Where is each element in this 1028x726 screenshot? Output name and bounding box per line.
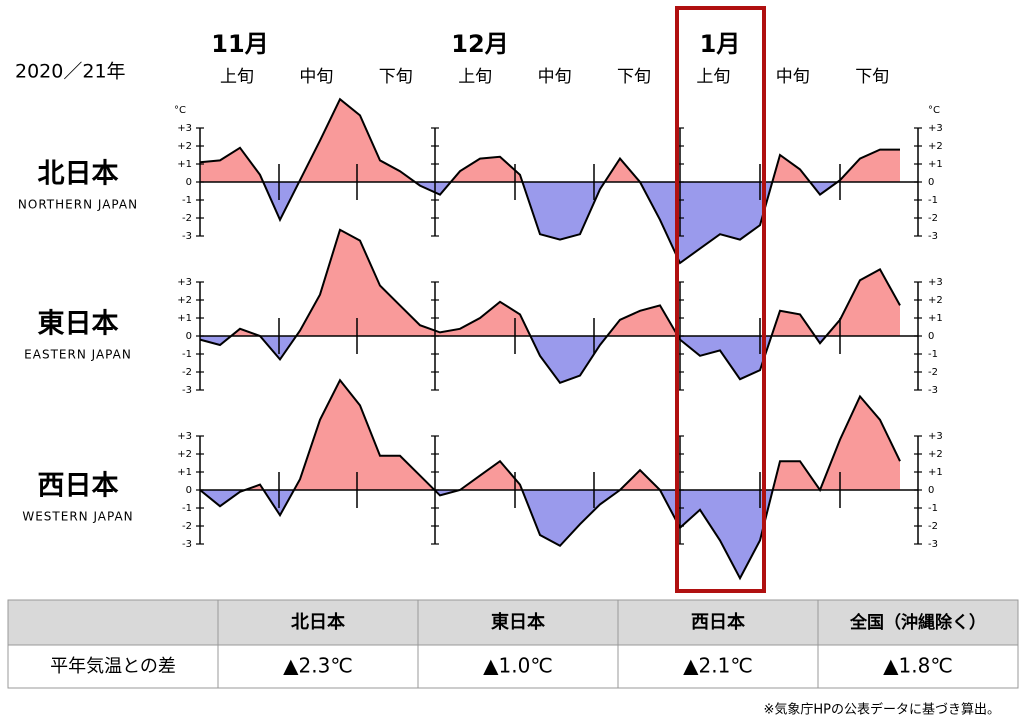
y-tick-label: +2 bbox=[177, 141, 192, 152]
y-tick-label: +2 bbox=[177, 295, 192, 306]
y-tick-label: +3 bbox=[177, 431, 192, 442]
y-tick-label: 0 bbox=[928, 177, 934, 188]
y-tick-label: 0 bbox=[186, 485, 192, 496]
y-tick-label: +3 bbox=[928, 277, 943, 288]
positive-area bbox=[200, 99, 900, 182]
y-tick-label: -3 bbox=[182, 385, 192, 396]
y-tick-label: +1 bbox=[177, 159, 192, 170]
positive-area bbox=[200, 380, 900, 490]
y-tick-label: +1 bbox=[928, 467, 943, 478]
panel-subtitle: WESTERN JAPAN bbox=[22, 510, 133, 524]
y-tick-label: +2 bbox=[928, 295, 943, 306]
dekad-label: 下旬 bbox=[379, 67, 413, 87]
y-tick-label: -3 bbox=[182, 539, 192, 550]
table-border bbox=[7, 599, 1019, 689]
dekad-label: 下旬 bbox=[855, 67, 889, 87]
summary-table: 北日本 東日本 西日本 全国（沖縄除く） 平年気温との差 ▲2.3℃ ▲1.0℃… bbox=[7, 599, 1019, 689]
anomaly-line bbox=[199, 378, 901, 581]
y-tick-label: +1 bbox=[928, 313, 943, 324]
dekad-label: 中旬 bbox=[299, 67, 333, 87]
negative-area bbox=[200, 336, 900, 383]
table-header: 全国（沖縄除く） bbox=[849, 612, 986, 633]
table-header: 北日本 bbox=[291, 611, 345, 633]
y-tick-label: +2 bbox=[928, 449, 943, 460]
table-header: 東日本 bbox=[491, 611, 545, 633]
anomaly-line bbox=[199, 97, 900, 265]
y-tick-label: -2 bbox=[182, 367, 192, 378]
table-cell: ▲1.0℃ bbox=[483, 654, 553, 678]
y-tick-label: +1 bbox=[928, 159, 943, 170]
y-tick-label: 0 bbox=[928, 331, 934, 342]
y-tick-label: -1 bbox=[928, 349, 938, 360]
y-tick-label: -1 bbox=[928, 503, 938, 514]
dekad-label: 上旬 bbox=[458, 67, 492, 87]
source-note: ※気象庁HPの公表データに基づき算出。 bbox=[763, 702, 1000, 718]
y-tick-label: -3 bbox=[928, 539, 938, 550]
anomaly-line bbox=[199, 228, 901, 384]
dekad-label: 中旬 bbox=[538, 67, 572, 87]
panel-subtitle: NORTHERN JAPAN bbox=[18, 198, 138, 212]
month-label: 11月 bbox=[211, 30, 268, 58]
y-tick-label: +3 bbox=[928, 123, 943, 134]
panel-title: 東日本 bbox=[38, 309, 119, 340]
y-tick-label: -1 bbox=[182, 503, 192, 514]
year-label: 2020／21年 bbox=[15, 61, 126, 83]
y-tick-label: 0 bbox=[928, 485, 934, 496]
y-tick-label: -3 bbox=[928, 231, 938, 242]
negative-area bbox=[200, 490, 900, 579]
positive-area bbox=[200, 229, 900, 336]
y-tick-label: -2 bbox=[182, 521, 192, 532]
y-tick-label: -2 bbox=[928, 521, 938, 532]
y-tick-label: -3 bbox=[182, 231, 192, 242]
y-tick-label: -1 bbox=[182, 349, 192, 360]
y-tick-label: +3 bbox=[177, 277, 192, 288]
y-tick-label: -1 bbox=[928, 195, 938, 206]
y-tick-label: +3 bbox=[177, 123, 192, 134]
negative-area bbox=[200, 182, 900, 263]
y-unit: °C bbox=[928, 105, 940, 116]
y-tick-label: 0 bbox=[186, 331, 192, 342]
y-tick-label: -2 bbox=[928, 367, 938, 378]
dekad-label: 上旬 bbox=[696, 67, 730, 87]
table-header-bg bbox=[8, 600, 1018, 645]
y-tick-label: -1 bbox=[182, 195, 192, 206]
month-label: 1月 bbox=[700, 30, 741, 58]
y-tick-label: -3 bbox=[928, 385, 938, 396]
y-tick-label: -2 bbox=[182, 213, 192, 224]
dekad-label: 上旬 bbox=[220, 67, 254, 87]
y-tick-label: +1 bbox=[177, 467, 192, 478]
y-tick-label: +1 bbox=[177, 313, 192, 324]
y-tick-label: -2 bbox=[928, 213, 938, 224]
y-unit: °C bbox=[174, 105, 186, 116]
panel-title: 西日本 bbox=[38, 471, 119, 502]
dekad-label: 中旬 bbox=[776, 67, 810, 87]
highlight-box bbox=[675, 6, 766, 593]
y-tick-label: +3 bbox=[928, 431, 943, 442]
y-tick-label: +2 bbox=[928, 141, 943, 152]
dekad-label: 下旬 bbox=[617, 67, 651, 87]
y-tick-label: 0 bbox=[186, 177, 192, 188]
y-tick-label: +2 bbox=[177, 449, 192, 460]
panel-title: 北日本 bbox=[38, 159, 119, 190]
table-header: 西日本 bbox=[691, 611, 745, 633]
table-cell: ▲1.8℃ bbox=[883, 654, 953, 678]
month-label: 12月 bbox=[451, 30, 508, 58]
panel-subtitle: EASTERN JAPAN bbox=[24, 348, 132, 362]
table-cell: ▲2.3℃ bbox=[283, 654, 353, 678]
row-label: 平年気温との差 bbox=[50, 656, 176, 677]
table-cell: ▲2.1℃ bbox=[683, 654, 753, 678]
